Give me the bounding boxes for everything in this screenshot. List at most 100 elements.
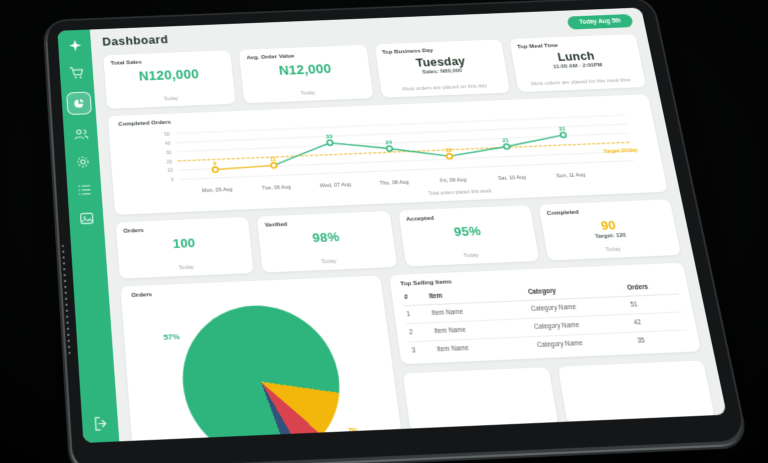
stat-sub: Sales: N60,000 <box>422 68 463 75</box>
stat-sub: Target: 120 <box>595 233 627 240</box>
cell-category: Category Name <box>534 333 637 355</box>
svg-text:Thu, 08 Aug: Thu, 08 Aug <box>380 180 410 187</box>
sidebar-item-cart[interactable] <box>68 65 85 81</box>
column-header-rank: # <box>401 290 428 306</box>
sidebar-item-menu-card[interactable] <box>77 210 95 227</box>
svg-text:0: 0 <box>171 177 175 183</box>
svg-text:Tue, 06 Aug: Tue, 06 Aug <box>262 185 292 192</box>
cell-orders: 35 <box>634 330 690 350</box>
top-selling-table: # Item Category Orders 1 Ite <box>401 279 690 360</box>
pie-chart <box>176 303 348 442</box>
pie-slice-label-green: 57% <box>150 325 192 343</box>
svg-text:Sat, 10 Aug: Sat, 10 Aug <box>498 175 527 182</box>
cell-rank: 1 <box>403 305 430 324</box>
svg-text:21: 21 <box>502 138 509 144</box>
stat-caption: Today <box>321 259 337 265</box>
stat-value: N120,000 <box>138 67 199 84</box>
stat-caption: Most orders are placed on this day <box>402 84 487 93</box>
stat-value: 95% <box>453 224 482 240</box>
gear-icon <box>74 154 92 170</box>
svg-text:30: 30 <box>166 150 172 156</box>
svg-text:Target 20/day: Target 20/day <box>603 147 638 154</box>
stat-card-avg-order-value: Avg. Order Value N12,000 Today <box>239 45 373 104</box>
app-logo-sparkle-icon <box>67 39 82 53</box>
sidebar-item-orders-list[interactable] <box>75 182 93 199</box>
stat-label: Top Meal Time <box>517 42 559 50</box>
stat-caption: Most orders are placed for this meal tim… <box>531 78 631 87</box>
date-filter-button[interactable]: Today Aug 5th <box>567 14 634 30</box>
pie-chart-wrap: 57% 7% <box>176 303 348 442</box>
stat-value: Lunch <box>556 50 595 64</box>
stat-value: 100 <box>172 236 196 251</box>
stat-card-total-sales: Total Sales N120,000 Today <box>103 50 236 109</box>
stat-value: 90 <box>600 218 618 233</box>
cell-rank: 2 <box>406 323 434 342</box>
svg-text:10: 10 <box>167 168 173 174</box>
stat-card-orders: Orders 100 Today <box>116 217 254 279</box>
stat-label: Verified <box>265 221 288 229</box>
stat-card-verified: Verified 98% Today <box>257 211 397 273</box>
stat-label: Total Sales <box>110 59 142 66</box>
pie-slice-label-yellow: 7% <box>348 428 359 436</box>
stat-sub: 11:00 AM - 2:00PM <box>553 63 603 70</box>
svg-text:50: 50 <box>164 132 170 138</box>
stat-card-accepted: Accepted 95% Today <box>398 205 539 266</box>
stat-card-top-meal-time: Top Meal Time Lunch 11:00 AM - 2:00PM Mo… <box>509 34 646 92</box>
sidebar-item-settings[interactable] <box>74 154 92 170</box>
svg-text:Wed, 07 Aug: Wed, 07 Aug <box>320 182 352 189</box>
stat-label: Accepted <box>406 215 435 223</box>
stat-label: Avg. Order Value <box>246 53 294 61</box>
users-icon <box>72 126 90 142</box>
bottom-row: Orders 57% 7% Top Selling Items <box>120 263 724 441</box>
list-icon <box>75 182 93 199</box>
svg-text:13: 13 <box>445 148 452 154</box>
line-chart: 0 10 20 30 40 50 Target 20/day 9 Mon, 05 Aug 11 Tu… <box>119 109 658 212</box>
top-selling-items-card: Top Selling Items # Item Category Orders <box>389 263 701 365</box>
partial-card <box>558 361 715 425</box>
svg-text:20: 20 <box>167 159 173 165</box>
stat-card-completed: Completed 90 Target: 120 Today <box>538 200 681 261</box>
photo-background: Dashboard Today Aug 5th Total Sales N120… <box>0 0 768 463</box>
sidebar-item-users[interactable] <box>72 126 90 142</box>
speaker-holes <box>62 245 71 354</box>
svg-text:Mon, 05 Aug: Mon, 05 Aug <box>202 187 233 194</box>
partial-card <box>403 367 559 432</box>
sidebar-item-dashboard[interactable] <box>66 92 92 116</box>
stat-value: Tuesday <box>415 55 466 69</box>
svg-text:Total orders placed this week: Total orders placed this week <box>428 189 493 198</box>
svg-text:11: 11 <box>270 157 277 163</box>
stat-value: N12,000 <box>278 61 332 77</box>
stat-card-top-business-day: Top Business Day Tuesday Sales: N60,000 … <box>374 39 510 97</box>
completed-orders-chart-card: Completed Orders 0 10 20 30 40 50 Target 20/da… <box>108 94 668 215</box>
svg-text:Fri, 09 Aug: Fri, 09 Aug <box>440 178 467 185</box>
cell-item: Item Name <box>434 337 537 359</box>
image-card-icon <box>77 210 95 227</box>
svg-text:31: 31 <box>559 126 567 132</box>
bottom-right-column: Top Selling Items # Item Category Orders <box>389 263 715 432</box>
stat-value: 98% <box>312 230 340 246</box>
stat-caption: Today <box>463 253 479 259</box>
page-title: Dashboard <box>102 33 169 48</box>
cell-orders: 42 <box>630 312 686 332</box>
orders-pie-card: Orders 57% 7% <box>120 276 407 442</box>
cart-icon <box>68 65 85 81</box>
svg-text:33: 33 <box>326 134 333 140</box>
stat-caption: Today <box>178 265 194 272</box>
svg-text:9: 9 <box>213 161 217 167</box>
stat-caption: Today <box>300 91 315 97</box>
sidebar-item-logout[interactable] <box>91 414 110 433</box>
cell-rank: 3 <box>409 341 437 360</box>
dashboard-main: Dashboard Today Aug 5th Total Sales N120… <box>90 8 727 442</box>
dashboard-pie-icon <box>72 97 85 109</box>
stat-caption: Today <box>605 247 621 253</box>
tablet-device: Dashboard Today Aug 5th Total Sales N120… <box>42 0 749 463</box>
logout-icon <box>91 414 110 433</box>
stat-label: Completed <box>546 209 579 217</box>
svg-text:40: 40 <box>165 141 171 147</box>
partial-cards-row <box>403 361 716 432</box>
svg-text:Sun, 11 Aug: Sun, 11 Aug <box>556 173 586 180</box>
cell-orders: 51 <box>627 294 683 314</box>
stat-caption: Today <box>163 96 178 102</box>
stat-label: Top Business Day <box>382 47 434 55</box>
chart-title: Orders <box>131 282 371 299</box>
